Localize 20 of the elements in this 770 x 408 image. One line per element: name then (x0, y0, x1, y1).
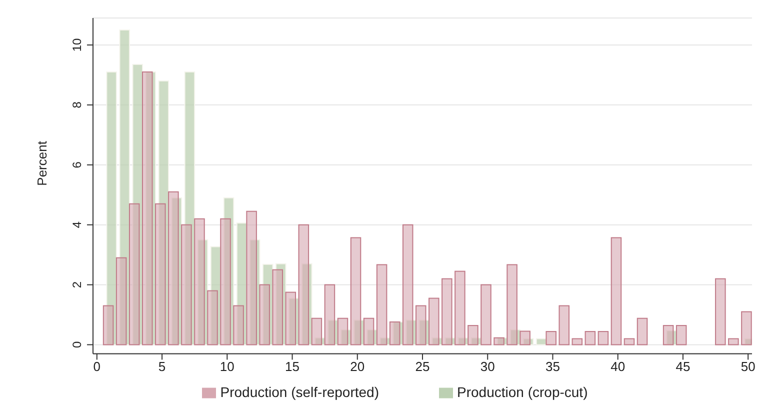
x-tick-label: 40 (610, 358, 626, 374)
legend-label: Production (crop-cut) (457, 384, 588, 400)
y-tick-label: 0 (70, 341, 84, 348)
x-tick-label: 50 (740, 358, 756, 374)
y-tick-label: 8 (70, 101, 84, 108)
x-tick-label: 35 (546, 358, 560, 374)
y-axis-title: Percent (34, 140, 50, 186)
y-tick-label: 4 (70, 221, 84, 228)
y-tick-label: 10 (70, 38, 84, 52)
x-tick-label: 30 (480, 358, 495, 374)
x-tick-label: 0 (93, 358, 101, 374)
x-tick-label: 45 (676, 358, 690, 374)
x-tick-label: 20 (350, 358, 365, 374)
y-tick-label: 2 (70, 281, 84, 288)
y-tick-label: 6 (70, 161, 84, 168)
x-tick-label: 5 (158, 358, 166, 374)
x-tick-label: 25 (415, 358, 430, 374)
x-tick-label: 15 (285, 358, 300, 374)
x-tick-label: 10 (220, 358, 234, 374)
legend-label: Production (self-reported) (220, 384, 380, 400)
